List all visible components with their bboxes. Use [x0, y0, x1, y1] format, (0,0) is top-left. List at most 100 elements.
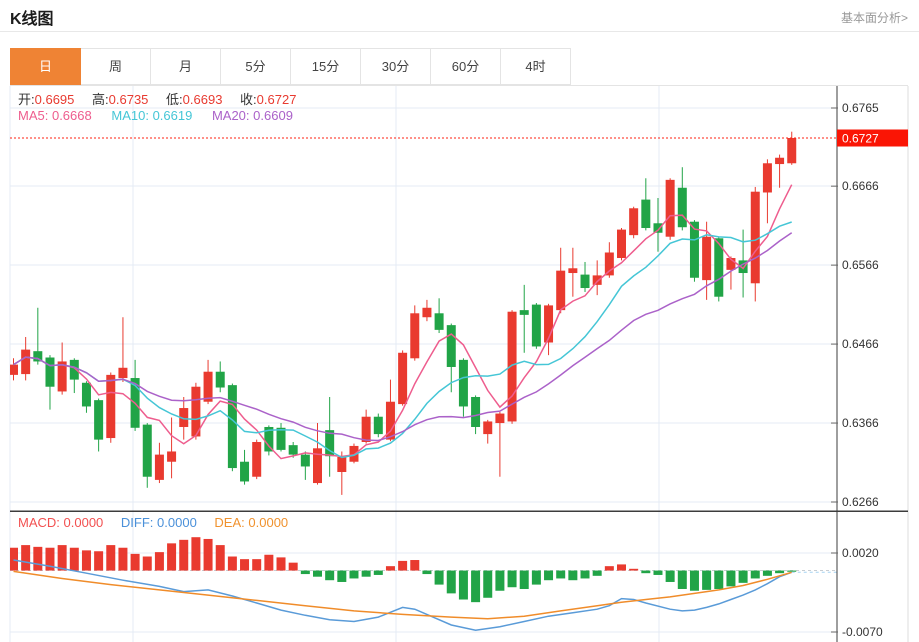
candle-body	[45, 357, 55, 387]
macd-bar	[422, 570, 432, 575]
tab-周[interactable]: 周	[80, 48, 151, 85]
macd-bar	[531, 570, 541, 585]
candle-body	[142, 424, 152, 477]
macd-bar	[604, 566, 614, 571]
tab-30分[interactable]: 30分	[360, 48, 431, 85]
macd-bar	[300, 570, 310, 575]
svg-text:0.6566: 0.6566	[842, 258, 879, 272]
candle-body	[264, 426, 274, 452]
high-value: 0.6735	[108, 92, 149, 107]
diff-line	[13, 559, 792, 631]
svg-text:0.6366: 0.6366	[842, 416, 879, 430]
macd-bar	[325, 570, 335, 581]
macd-bar	[57, 545, 67, 571]
macd-bar	[227, 556, 237, 571]
macd-bar	[130, 553, 140, 571]
candle-body	[483, 421, 493, 435]
macd-bar	[69, 547, 79, 571]
macd-bar	[191, 537, 201, 571]
candle-body	[775, 157, 785, 165]
macd-bar	[519, 570, 529, 589]
macd-bar	[738, 570, 748, 583]
candle-body	[373, 416, 383, 435]
candle-body	[531, 304, 541, 347]
candle-body	[191, 386, 201, 437]
macd-bar	[592, 570, 602, 576]
period-tab-bar: 日周月 5分 15分 30分 60分 4时	[10, 48, 908, 86]
macd-bar	[313, 570, 322, 577]
ma10-line	[13, 221, 792, 459]
svg-text:0.6466: 0.6466	[842, 337, 879, 351]
candle-body	[167, 451, 177, 462]
macd-bar	[33, 546, 43, 571]
svg-text:0.6266: 0.6266	[842, 495, 879, 509]
tab-日[interactable]: 日	[10, 48, 81, 85]
macd-bar	[446, 570, 456, 594]
candle-body	[69, 359, 79, 380]
candle-body	[57, 361, 67, 392]
tab-15分[interactable]: 15分	[290, 48, 361, 85]
ma10-readout: MA10: 0.6619	[111, 108, 193, 123]
open-value: 0.6695	[34, 92, 75, 107]
candle-body	[227, 385, 237, 469]
candle-body	[714, 238, 724, 297]
close-value: 0.6727	[256, 92, 297, 107]
open-label: 开:	[18, 92, 35, 107]
ma-readout: MA5: 0.6668 MA10: 0.6619 MA20: 0.6609	[18, 108, 293, 123]
macd-bar	[677, 570, 687, 589]
candle-body	[276, 427, 286, 450]
candle-body	[337, 456, 347, 472]
candle-body	[215, 371, 225, 388]
candle-body	[94, 400, 104, 440]
macd-bar	[252, 559, 262, 571]
candle-body	[154, 454, 164, 480]
last-price-badge	[837, 129, 908, 147]
fundamental-analysis-link[interactable]: 基本面分析>	[840, 11, 908, 25]
candle-body	[81, 382, 91, 407]
macd-bar	[702, 570, 712, 590]
macd-bar	[94, 551, 104, 571]
macd-bar	[398, 560, 408, 571]
candle-body	[507, 311, 517, 422]
candle-body	[434, 313, 444, 330]
macd-bar	[240, 559, 250, 571]
macd-bar	[714, 570, 724, 589]
tab-60分[interactable]: 60分	[430, 48, 501, 85]
tab-5分[interactable]: 5分	[220, 48, 291, 85]
macd-histogram	[10, 537, 797, 603]
macd-bar	[762, 570, 772, 576]
candle-body	[361, 416, 371, 442]
candle-body	[556, 270, 566, 311]
candle-body	[240, 461, 250, 482]
macd-bar	[106, 545, 116, 571]
macd-bar	[458, 570, 468, 600]
svg-text:0.0020: 0.0020	[842, 546, 879, 560]
candle-body	[568, 268, 578, 274]
macd-bar	[629, 568, 639, 571]
tab-4时[interactable]: 4时	[500, 48, 571, 85]
candle-body	[10, 364, 18, 375]
candle-body	[118, 367, 128, 379]
candle-body	[106, 374, 116, 439]
macd-bar	[410, 560, 420, 571]
macd-bar	[775, 570, 785, 574]
macd-bar	[81, 550, 91, 571]
close-label: 收:	[240, 92, 257, 107]
candle-body	[349, 445, 359, 462]
candle-body	[641, 199, 651, 229]
macd-bar	[726, 570, 736, 587]
tab-月[interactable]: 月	[150, 48, 221, 85]
candle-body	[726, 258, 736, 270]
macd-bar	[142, 556, 152, 571]
macd-bar	[617, 564, 626, 571]
candle-body	[410, 313, 420, 359]
candle-body	[617, 229, 626, 259]
title-divider	[0, 31, 919, 32]
macd-bar	[665, 570, 675, 582]
candle-body	[446, 325, 456, 367]
macd-bar	[167, 543, 177, 571]
dea-value-readout: DEA: 0.0000	[214, 515, 289, 530]
dea-line	[13, 570, 792, 620]
